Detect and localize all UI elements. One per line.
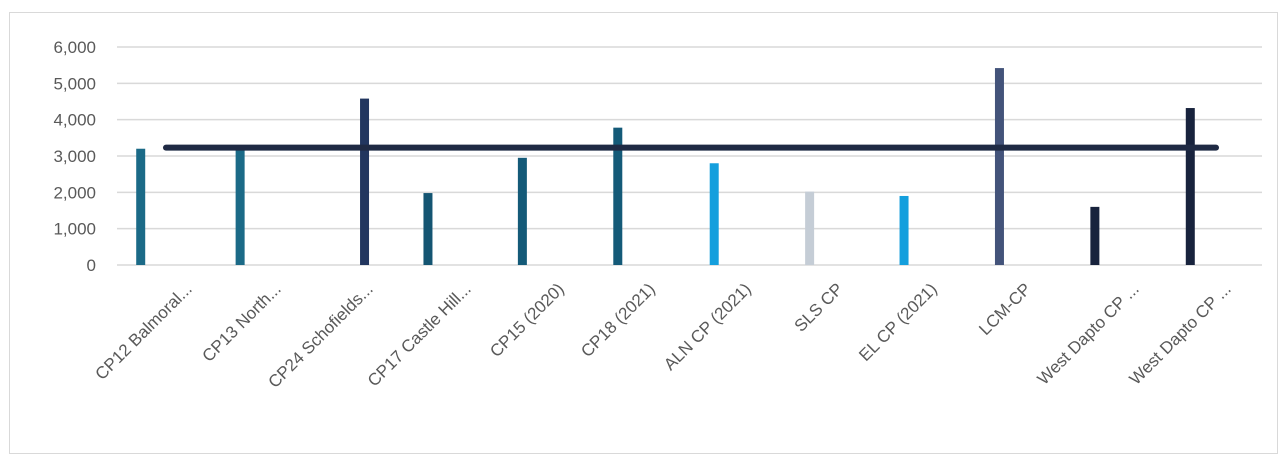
y-axis-ticks: 0 1,000 2,000 3,000 4,000 5,000 6,000 [53, 38, 96, 275]
bar [360, 98, 370, 266]
bar [1185, 108, 1195, 265]
x-category-label: CP18 (2021) [577, 279, 659, 361]
bar [805, 191, 815, 265]
y-tick-label: 2,000 [53, 183, 96, 202]
x-category-label: CP17 Castle Hill... [364, 279, 475, 390]
x-category-label: CP13 North... [199, 279, 285, 365]
x-category-label: EL CP (2021) [855, 279, 941, 365]
bar [423, 193, 433, 265]
x-axis-labels: CP12 Balmoral... CP13 North...CP24 Schofi… [92, 279, 1235, 391]
bars [136, 68, 1195, 266]
bar [1090, 206, 1100, 265]
bar [613, 127, 623, 265]
x-category-label: LCM-CP [975, 279, 1035, 339]
bar [517, 157, 527, 265]
bar [994, 68, 1004, 265]
y-tick-label: 5,000 [53, 74, 96, 93]
bar [235, 148, 245, 265]
x-category-label: ALN CP (2021) [660, 279, 755, 374]
bar [899, 195, 909, 265]
gridlines [117, 46, 1262, 266]
y-tick-label: 0 [87, 256, 96, 275]
y-tick-label: 1,000 [53, 220, 96, 239]
x-category-label: West Dapto CP ... [1034, 279, 1143, 388]
bar [136, 148, 146, 265]
y-tick-label: 4,000 [53, 111, 96, 130]
y-tick-label: 3,000 [53, 147, 96, 166]
x-category-label: CP12 Balmoral... [92, 279, 196, 383]
y-tick-label: 6,000 [53, 38, 96, 57]
chart-frame [9, 12, 1278, 454]
x-category-label: SLS CP [791, 279, 847, 335]
x-category-label: CP15 (2020) [486, 279, 568, 361]
bar [709, 163, 719, 265]
x-category-label: West Dapto CP ... [1126, 279, 1235, 388]
